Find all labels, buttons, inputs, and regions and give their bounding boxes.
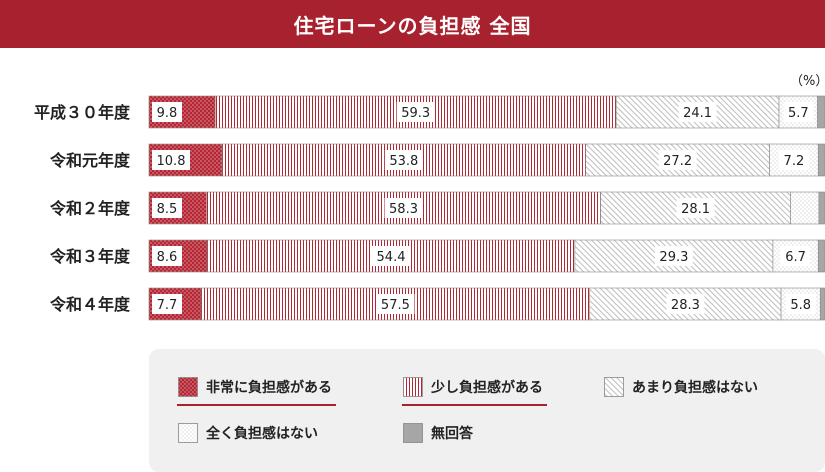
- data-label-bg: [783, 102, 814, 122]
- data-label-bg: [658, 150, 697, 170]
- category-label: 令和３年度: [49, 247, 131, 266]
- data-label-bg: [152, 102, 182, 122]
- data-label: 54.4: [377, 250, 406, 265]
- data-label-bg: [384, 150, 423, 170]
- data-label: 6.7: [785, 250, 806, 265]
- data-label-bg: [780, 246, 811, 266]
- category-label: 令和４年度: [49, 295, 131, 314]
- data-label: 59.3: [401, 106, 430, 121]
- legend-item: 無回答: [403, 422, 473, 444]
- data-label: 8.6: [157, 250, 178, 265]
- legend-underline: [177, 404, 336, 406]
- bar-segment: [769, 143, 819, 177]
- data-label: 58.3: [389, 202, 418, 217]
- chart-title: 住宅ローンの負担感 全国: [0, 0, 825, 48]
- legend-item: 全く負担感はない: [178, 422, 318, 444]
- data-label-bg: [152, 198, 182, 218]
- data-label-bg: [372, 246, 411, 266]
- unit-label: （%）: [790, 74, 825, 89]
- data-label-bg: [396, 102, 435, 122]
- bar-segment: [817, 95, 825, 129]
- data-label-bg: [152, 246, 182, 266]
- legend: [149, 349, 825, 472]
- legend-item: あまり負担感はない: [604, 376, 758, 398]
- data-label-bg: [376, 294, 415, 314]
- legend-label: 全く負担感はない: [206, 426, 318, 442]
- data-label: 53.8: [389, 154, 418, 169]
- category-label: 令和２年度: [49, 199, 131, 218]
- data-label: 5.7: [788, 106, 809, 121]
- data-label-bg: [678, 102, 717, 122]
- data-label-bg: [654, 246, 693, 266]
- legend-swatch: [403, 423, 423, 443]
- category-label: 平成３０年度: [34, 103, 131, 122]
- bar-segment: [817, 143, 825, 177]
- legend-swatch: [403, 377, 423, 397]
- data-label: 10.8: [157, 154, 186, 169]
- bar-segment: [819, 287, 825, 321]
- bar-segment: [818, 191, 825, 225]
- data-label: 28.1: [681, 202, 710, 217]
- data-label: 27.2: [663, 154, 692, 169]
- legend-label: 無回答: [431, 426, 473, 442]
- data-label-bg: [785, 294, 816, 314]
- data-label: 7.2: [784, 154, 805, 169]
- data-label: 7.7: [157, 298, 178, 313]
- data-label-bg: [676, 198, 715, 218]
- legend-swatch: [178, 423, 198, 443]
- legend-underline: [402, 404, 547, 406]
- data-label: 24.1: [683, 106, 712, 121]
- data-label: 5.8: [790, 298, 811, 313]
- data-label: 9.8: [157, 106, 178, 121]
- legend-swatch: [604, 377, 624, 397]
- category-label: 令和元年度: [49, 151, 131, 170]
- data-label-bg: [152, 294, 182, 314]
- legend-swatch: [178, 377, 198, 397]
- bar-segment: [817, 239, 825, 273]
- data-label: 29.3: [659, 250, 688, 265]
- data-label-bg: [666, 294, 705, 314]
- legend-label: 非常に負担感がある: [206, 380, 332, 396]
- data-label-bg: [778, 150, 809, 170]
- data-label: 57.5: [381, 298, 410, 313]
- data-label-bg: [152, 150, 190, 170]
- data-label-bg: [384, 198, 423, 218]
- legend-label: あまり負担感はない: [632, 380, 758, 396]
- data-label: 8.5: [157, 202, 178, 217]
- bar-segment: [790, 191, 820, 225]
- legend-item: 少し負担感がある: [402, 376, 547, 406]
- legend-label: 少し負担感がある: [431, 380, 543, 396]
- legend-item: 非常に負担感がある: [177, 376, 336, 406]
- data-label: 28.3: [671, 298, 700, 313]
